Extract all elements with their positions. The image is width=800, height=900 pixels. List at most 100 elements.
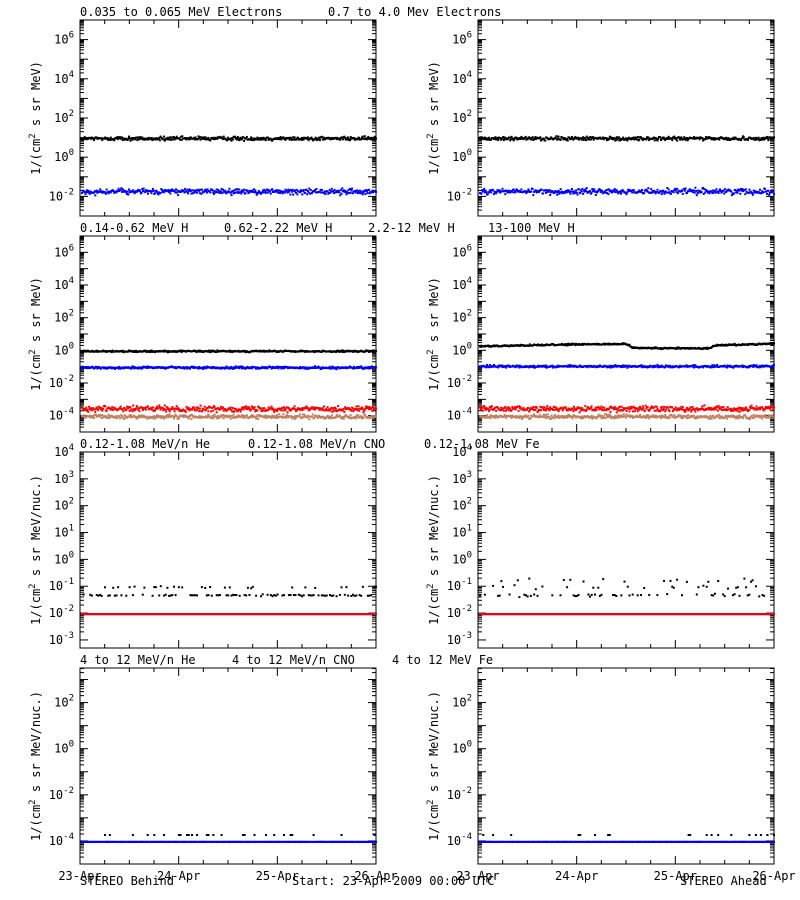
data-point — [113, 139, 116, 142]
data-point — [682, 137, 685, 140]
data-point — [162, 416, 165, 419]
data-point — [245, 137, 248, 140]
data-point — [266, 136, 269, 139]
panel-frame — [477, 19, 775, 217]
data-point — [301, 416, 304, 419]
data-point — [277, 137, 280, 139]
data-point — [165, 416, 168, 419]
data-point — [267, 189, 270, 192]
data-point — [121, 136, 123, 139]
data-point — [150, 192, 153, 195]
data-point — [211, 414, 214, 417]
data-point — [207, 413, 210, 416]
data-point — [219, 190, 222, 193]
data-point — [272, 409, 275, 412]
data-point — [549, 194, 552, 196]
data-point — [573, 137, 576, 140]
data-point — [659, 136, 662, 139]
data-point — [130, 137, 133, 140]
data-point — [137, 367, 140, 370]
data-point — [128, 414, 131, 417]
data-point — [540, 188, 543, 191]
data-point — [527, 188, 530, 191]
data-point — [318, 190, 321, 193]
data-point — [325, 409, 328, 412]
data-point — [147, 350, 150, 352]
data-point — [690, 189, 693, 192]
y-tick-label: 102 — [452, 309, 472, 325]
data-point — [123, 367, 126, 370]
data-point — [254, 415, 257, 418]
data-point — [288, 138, 291, 141]
data-point — [752, 189, 755, 192]
data-point — [128, 410, 131, 412]
data-point — [222, 417, 225, 420]
data-point — [273, 411, 276, 413]
data-point — [718, 189, 721, 192]
data-point — [171, 188, 174, 191]
data-point — [342, 349, 345, 352]
data-point — [316, 416, 319, 419]
data-point — [304, 407, 307, 409]
data-point — [735, 191, 738, 194]
data-point — [617, 192, 620, 195]
data-point — [90, 407, 93, 410]
data-point — [102, 407, 105, 410]
data-point — [371, 410, 374, 412]
data-point — [198, 137, 201, 140]
data-point — [208, 415, 211, 418]
data-point — [582, 136, 585, 139]
data-point — [763, 187, 766, 190]
data-point — [323, 136, 326, 139]
data-point — [81, 192, 83, 194]
data-point — [566, 138, 568, 140]
data-point — [276, 414, 279, 417]
data-point — [171, 138, 174, 141]
data-point — [151, 187, 154, 190]
data-point — [545, 191, 547, 194]
data-point — [566, 343, 568, 346]
data-point — [621, 366, 624, 368]
data-point — [530, 138, 533, 141]
data-point — [161, 189, 163, 192]
data-point — [157, 416, 160, 419]
data-point — [641, 139, 644, 141]
data-point — [717, 192, 720, 194]
data-point — [147, 192, 149, 195]
data-point — [189, 415, 192, 418]
y-tick-label: 106 — [54, 243, 74, 259]
data-point — [307, 191, 310, 194]
data-point — [313, 416, 316, 419]
data-point — [342, 351, 344, 353]
data-point — [653, 364, 656, 367]
data-point — [115, 191, 118, 194]
data-point — [370, 406, 373, 409]
data-point — [81, 365, 84, 368]
data-point — [626, 139, 629, 142]
data-point — [535, 189, 538, 192]
data-point — [230, 194, 233, 197]
data-point — [130, 408, 133, 411]
data-point — [525, 138, 528, 141]
data-point — [220, 187, 223, 190]
data-point — [118, 365, 121, 368]
data-point — [547, 189, 550, 192]
data-point — [647, 136, 650, 139]
data-point — [234, 367, 236, 369]
data-point — [216, 137, 219, 140]
data-point — [92, 139, 95, 142]
data-point — [320, 191, 323, 194]
data-point — [165, 410, 168, 413]
data-point — [585, 190, 587, 192]
data-point — [131, 138, 134, 141]
data-point — [195, 189, 198, 192]
data-point — [368, 188, 370, 191]
data-point — [122, 410, 125, 413]
data-point — [518, 366, 521, 369]
data-point — [339, 414, 342, 417]
data-point — [152, 417, 155, 420]
data-point — [243, 139, 246, 142]
data-point — [615, 189, 618, 192]
data-point — [341, 349, 344, 352]
